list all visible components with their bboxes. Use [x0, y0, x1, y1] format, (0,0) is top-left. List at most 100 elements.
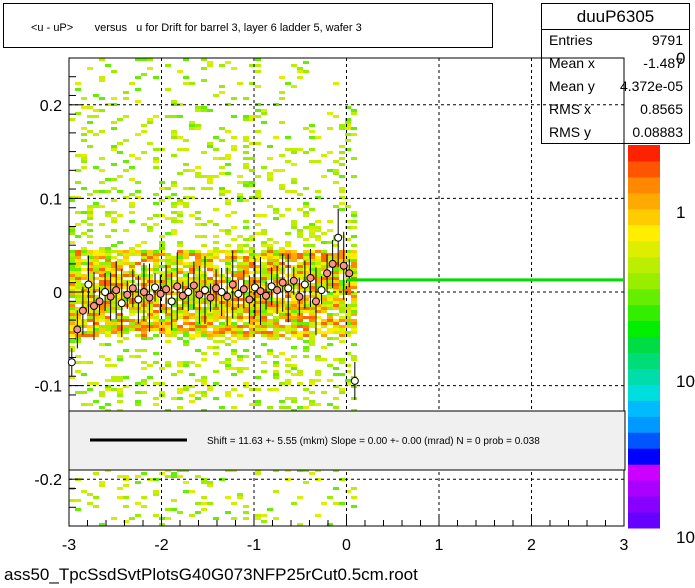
heatmap-cell	[207, 220, 213, 223]
heatmap-cell	[315, 136, 321, 139]
heatmap-cell	[171, 211, 177, 214]
heatmap-cell	[237, 265, 243, 268]
heatmap-cell	[81, 232, 87, 235]
heatmap-cell	[135, 403, 141, 406]
heatmap-cell	[147, 256, 153, 259]
heatmap-cell	[117, 295, 123, 298]
heatmap-cell	[189, 196, 195, 199]
heatmap-cell	[171, 313, 177, 316]
heatmap-cell	[279, 154, 285, 157]
heatmap-cell	[231, 469, 237, 472]
heatmap-cell	[93, 265, 99, 268]
heatmap-cell	[141, 349, 147, 352]
heatmap-cell	[99, 205, 105, 208]
heatmap-cell	[231, 325, 237, 328]
heatmap-cell	[165, 187, 171, 190]
heatmap-cell	[339, 268, 345, 271]
heatmap-cell	[261, 241, 267, 244]
heatmap-cell	[345, 127, 351, 130]
heatmap-cell	[87, 193, 93, 196]
heatmap-cell	[237, 310, 243, 313]
heatmap-cell	[309, 319, 315, 322]
heatmap-cell	[339, 256, 345, 259]
heatmap-cell	[255, 388, 261, 391]
heatmap-cell	[351, 328, 357, 331]
heatmap-cell	[225, 343, 231, 346]
heatmap-cell	[135, 319, 141, 322]
heatmap-cell	[123, 484, 129, 487]
heatmap-cell	[225, 202, 231, 205]
heatmap-cell	[225, 358, 231, 361]
heatmap-cell	[159, 451, 165, 454]
heatmap-cell	[333, 304, 339, 307]
heatmap-cell	[327, 277, 333, 280]
heatmap-cell	[153, 304, 159, 307]
heatmap-cell	[213, 253, 219, 256]
heatmap-cell	[213, 370, 219, 373]
heatmap-cell	[285, 265, 291, 268]
heatmap-cell	[135, 250, 141, 253]
heatmap-cell	[195, 448, 201, 451]
heatmap-cell	[141, 328, 147, 331]
heatmap-cell	[255, 193, 261, 196]
heatmap-cell	[213, 334, 219, 337]
heatmap-cell	[153, 202, 159, 205]
heatmap-cell	[333, 271, 339, 274]
heatmap-cell	[207, 265, 213, 268]
heatmap-cell	[255, 307, 261, 310]
heatmap-cell	[207, 286, 213, 289]
heatmap-cell	[201, 256, 207, 259]
heatmap-cell	[255, 298, 261, 301]
heatmap-cell	[255, 292, 261, 295]
heatmap-cell	[213, 307, 219, 310]
heatmap-cell	[153, 514, 159, 517]
heatmap-cell	[201, 331, 207, 334]
heatmap-cell	[267, 406, 273, 409]
heatmap-cell	[195, 475, 201, 478]
y-tick-label: 0	[53, 285, 62, 302]
heatmap-cell	[303, 271, 309, 274]
heatmap-cell	[213, 424, 219, 427]
heatmap-cell	[123, 496, 129, 499]
heatmap-cell	[183, 328, 189, 331]
heatmap-cell	[225, 496, 231, 499]
heatmap-cell	[261, 109, 267, 112]
heatmap-cell	[141, 337, 147, 340]
heatmap-cell	[291, 280, 297, 283]
heatmap-cell	[117, 175, 123, 178]
heatmap-cell	[309, 265, 315, 268]
heatmap-cell	[111, 211, 117, 214]
heatmap-cell	[141, 250, 147, 253]
heatmap-cell	[153, 148, 159, 151]
heatmap-cell	[69, 295, 75, 298]
heatmap-cell	[297, 232, 303, 235]
heatmap-cell	[183, 148, 189, 151]
heatmap-cell	[171, 472, 177, 475]
heatmap-cell	[111, 244, 117, 247]
heatmap-cell	[183, 439, 189, 442]
heatmap-cell	[183, 283, 189, 286]
heatmap-cell	[87, 217, 93, 220]
heatmap-cell	[213, 247, 219, 250]
heatmap-cell	[81, 490, 87, 493]
heatmap-cell	[321, 298, 327, 301]
heatmap-cell	[321, 391, 327, 394]
heatmap-cell	[327, 298, 333, 301]
heatmap-cell	[201, 235, 207, 238]
heatmap-cell	[249, 388, 255, 391]
palette-cell	[628, 384, 660, 401]
heatmap-cell	[225, 304, 231, 307]
heatmap-cell	[249, 403, 255, 406]
heatmap-cell	[153, 325, 159, 328]
heatmap-cell	[345, 271, 351, 274]
heatmap-cell	[87, 316, 93, 319]
heatmap-cell	[177, 331, 183, 334]
heatmap-cell	[135, 307, 141, 310]
heatmap-cell	[87, 502, 93, 505]
heatmap-cell	[297, 316, 303, 319]
heatmap-cell	[225, 286, 231, 289]
heatmap-cell	[165, 283, 171, 286]
heatmap-cell	[69, 259, 75, 262]
heatmap-cell	[345, 463, 351, 466]
heatmap-cell	[117, 280, 123, 283]
